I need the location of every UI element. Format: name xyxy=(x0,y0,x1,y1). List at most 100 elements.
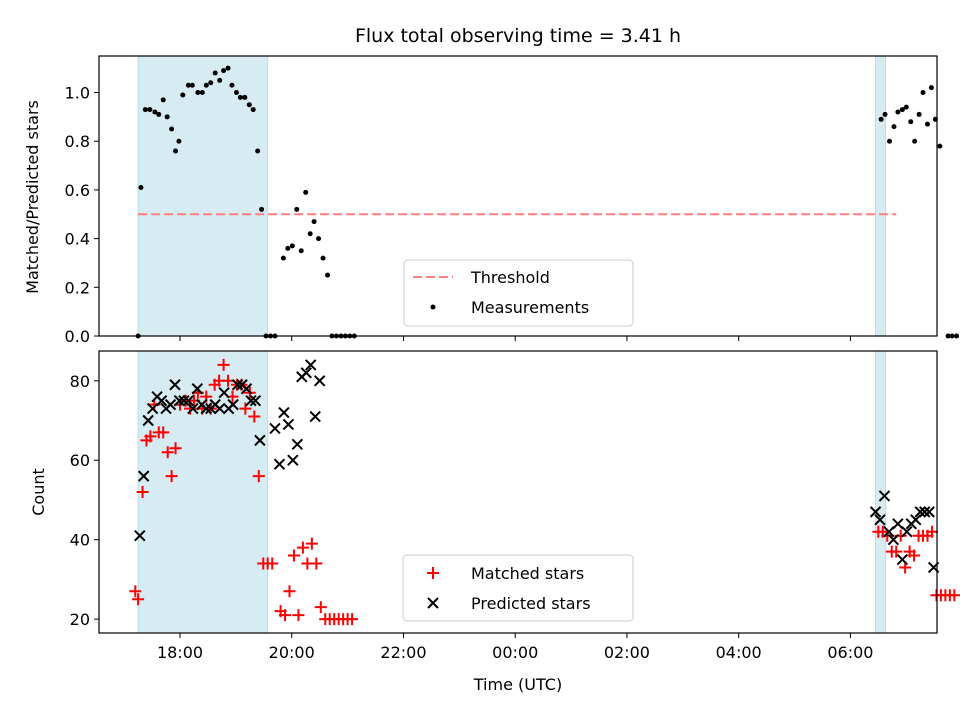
bottom-series-0-point-62 xyxy=(925,525,938,538)
top-series-0-point-2 xyxy=(142,107,148,113)
top-series-0-point-43 xyxy=(324,272,330,278)
bottom-series-1-point-46 xyxy=(901,526,913,538)
bottom-series-0-point-21 xyxy=(217,358,230,371)
bottom-series-1-point-42 xyxy=(883,526,895,538)
bottom-series-0-point-67 xyxy=(948,589,960,602)
top-series-0-point-59 xyxy=(916,111,922,117)
top-series-0-point-15 xyxy=(199,90,205,96)
top-series-0-point-16 xyxy=(203,82,209,88)
top-series-0-point-34 xyxy=(285,245,291,251)
bottom-series-1-point-43 xyxy=(887,533,900,546)
bottom-series-1-point-18 xyxy=(213,402,226,415)
bottom-series-1-point-3 xyxy=(146,402,159,415)
bottom-series-1-point-9 xyxy=(173,394,186,407)
bottom-series-0-point-1 xyxy=(132,593,145,606)
legend-matched-swatch xyxy=(427,567,439,579)
bottom-series-0-point-34 xyxy=(279,609,292,622)
top-series-0-point-5 xyxy=(156,111,162,117)
top-series-0-point-21 xyxy=(225,65,231,71)
bottom-series-0-point-41 xyxy=(310,557,323,570)
bottom-series-1-point-28 xyxy=(269,422,281,435)
top-series-0-point-17 xyxy=(208,80,214,86)
bottom-legend: Matched stars Predicted stars xyxy=(402,554,634,622)
bottom-series-1-point-12 xyxy=(187,402,199,415)
bottom-series-1-point-11 xyxy=(182,394,195,407)
top-series-0-point-60 xyxy=(920,90,926,96)
bottom-series-0-point-49 xyxy=(346,613,359,626)
top-series-0-point-38 xyxy=(303,189,309,195)
bottom-series-0-point-54 xyxy=(890,545,903,558)
chart-title: Flux total observing time = 3.41 h xyxy=(355,25,681,47)
top-series-0-point-52 xyxy=(887,138,893,144)
bottom-series-1-point-50 xyxy=(919,506,931,518)
bottom-series-1-point-45 xyxy=(896,553,909,566)
top-series-0-point-24 xyxy=(237,94,243,100)
top-series-0-point-27 xyxy=(250,107,256,113)
top-legend: Threshold Measurements xyxy=(403,259,634,327)
top-shaded-interval-0 xyxy=(137,55,269,337)
top-series-0-point-64 xyxy=(937,143,943,149)
legend-measurements-label: Measurements xyxy=(471,298,589,317)
top-series-0-point-19 xyxy=(217,77,223,83)
bottom-y-tick-label-3: 80 xyxy=(70,372,90,391)
top-series-0-point-20 xyxy=(221,68,227,74)
bottom-series-1-point-19 xyxy=(218,386,230,399)
top-series-0-point-39 xyxy=(307,231,313,237)
bottom-series-1-point-13 xyxy=(191,383,204,395)
top-series-0-point-7 xyxy=(164,114,170,120)
top-series-0-point-58 xyxy=(912,138,918,144)
top-series-0-point-23 xyxy=(233,90,239,96)
top-series-0-point-8 xyxy=(169,126,175,132)
top-y-axis-label: Matched/Predicted stars xyxy=(23,100,42,294)
bottom-series-0-point-4 xyxy=(144,430,157,443)
top-shaded-interval-1 xyxy=(875,55,887,337)
top-series-0-point-28 xyxy=(255,148,261,154)
bottom-series-1-point-10 xyxy=(178,394,190,407)
top-series-0-point-29 xyxy=(259,206,265,212)
top-y-tick-label-1: 0.2 xyxy=(65,278,90,297)
x-tick-label-0: 18:00 xyxy=(157,643,203,662)
top-series-0-point-11 xyxy=(180,92,186,98)
x-tick-label-5: 04:00 xyxy=(716,643,762,662)
bottom-series-1-point-5 xyxy=(155,394,168,407)
bottom-series-0-point-58 xyxy=(908,549,921,562)
bottom-series-1-point-2 xyxy=(142,414,154,427)
bottom-series-1-point-32 xyxy=(287,454,299,466)
bottom-series-1-point-26 xyxy=(249,394,262,407)
bottom-series-1-point-51 xyxy=(923,506,935,518)
top-series-0-point-36 xyxy=(294,206,300,212)
legend-predicted-label: Predicted stars xyxy=(471,594,591,613)
bottom-series-0-point-37 xyxy=(292,609,305,622)
top-series-0-point-6 xyxy=(160,97,166,103)
top-axes-frame xyxy=(98,55,938,337)
legend-measurements-swatch xyxy=(430,304,436,310)
bottom-series-1-point-27 xyxy=(254,434,266,447)
top-series-0-point-53 xyxy=(891,124,897,130)
top-y-tick-label-4: 0.8 xyxy=(65,132,90,151)
bottom-series-1-point-33 xyxy=(291,438,304,451)
bottom-series-1-point-44 xyxy=(892,518,904,530)
top-series-0-point-56 xyxy=(903,104,909,110)
bottom-series-0-point-26 xyxy=(239,402,252,415)
top-series-0-point-9 xyxy=(173,148,179,154)
legend-matched-label: Matched stars xyxy=(471,564,584,583)
top-y-tick-label-2: 0.4 xyxy=(65,230,90,249)
top-series-0-point-41 xyxy=(316,236,322,242)
x-tick-label-6: 06:00 xyxy=(827,643,873,662)
legend-threshold-label: Threshold xyxy=(470,268,550,287)
top-series-0-point-57 xyxy=(908,119,914,125)
bottom-series-1-point-48 xyxy=(910,514,922,526)
top-series-0-point-26 xyxy=(246,102,252,108)
bottom-series-1-point-30 xyxy=(278,406,290,419)
x-tick-label-1: 20:00 xyxy=(269,643,315,662)
bottom-y-axis-label: Count xyxy=(29,468,48,516)
top-series-0-point-65 xyxy=(945,333,951,339)
bottom-axes-frame xyxy=(98,350,938,634)
top-series-0-point-33 xyxy=(280,255,286,261)
top-series-0-point-40 xyxy=(311,219,317,225)
bottom-series-0-point-35 xyxy=(283,585,296,598)
bottom-series-1-point-49 xyxy=(914,506,926,518)
top-series-0-point-14 xyxy=(195,90,201,96)
top-series-0-point-37 xyxy=(298,248,304,254)
